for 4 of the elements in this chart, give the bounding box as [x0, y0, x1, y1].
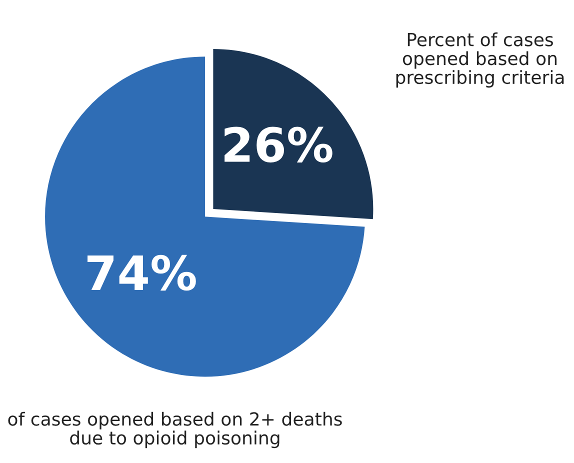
slice-label: of cases opened based on 2+ deaths due to opioid poisoning [8, 412, 342, 448]
data-label: 74% [88, 254, 196, 291]
data-label: 26% [224, 126, 332, 162]
slice-label: Percent of cases opened based on prescribing criteria [396, 32, 564, 88]
